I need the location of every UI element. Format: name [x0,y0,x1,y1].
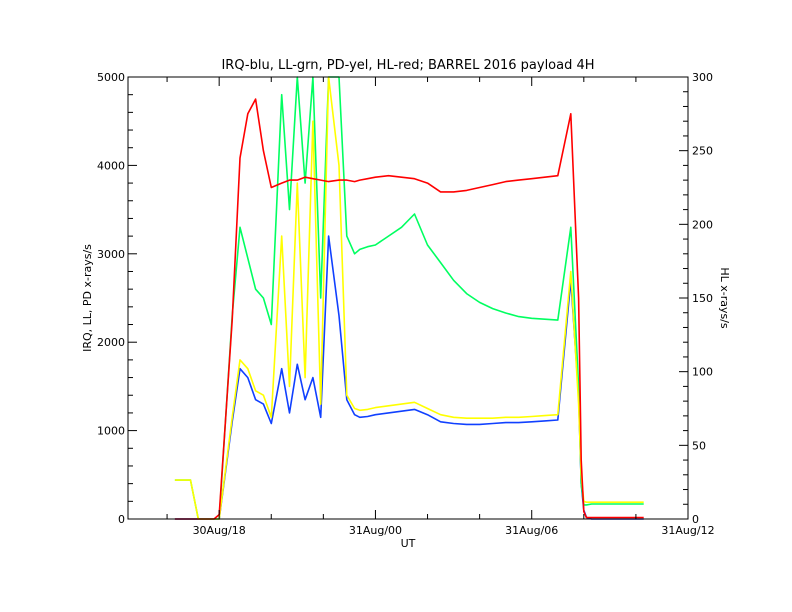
y2-tick-label: 0 [692,513,699,526]
y2-tick-label: 200 [692,218,713,231]
y2-tick-label: 300 [692,71,713,84]
plot-frame [127,76,689,520]
axis-ticks: 30Aug/18 31Aug/00 31Aug/06 31Aug/1201000200… [97,71,715,537]
plot-series [174,76,644,520]
series-line-hl [174,98,644,520]
y2-axis-label: HL x-rays/s [718,267,731,329]
y-tick-label: 1000 [97,425,125,438]
chart-title: IRQ-blu, LL-grn, PD-yel, HL-red; BARREL … [221,58,594,73]
x-tick-label: 31Aug/06 [505,524,558,537]
y-axis-label: IRQ, LL, PD x-rays/s [81,244,94,352]
x-axis-label: UT [401,537,416,550]
y2-tick-label: 50 [692,439,706,452]
y-tick-label: 2000 [97,336,125,349]
y2-tick-label: 100 [692,366,713,379]
y-tick-label: 0 [118,513,125,526]
x-tick-label: 30Aug/18 [193,524,246,537]
y-tick-label: 5000 [97,71,125,84]
y-tick-label: 4000 [97,159,125,172]
y2-tick-label: 250 [692,145,713,158]
series-line-pd [174,76,644,520]
x-tick-label: 31Aug/00 [349,524,402,537]
y-tick-label: 3000 [97,248,125,261]
x-tick-label: 31Aug/12 [661,524,714,537]
series-line-ll [174,76,644,520]
y2-tick-label: 150 [692,292,713,305]
